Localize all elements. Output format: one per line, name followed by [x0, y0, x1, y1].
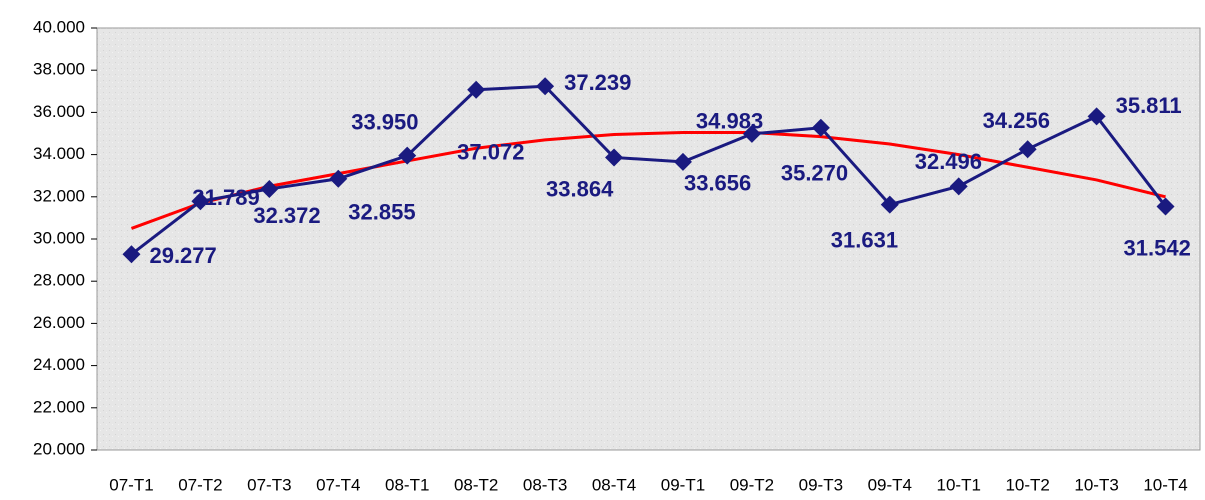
marker: [811, 118, 830, 137]
x-tick-label: 09-T3: [799, 475, 843, 494]
x-tick-label: 08-T4: [592, 475, 636, 494]
marker: [122, 245, 141, 264]
x-tick-label: 08-T3: [523, 475, 567, 494]
x-tick-label: 08-T2: [454, 475, 498, 494]
value-label: 35.811: [1116, 93, 1182, 118]
value-label: 31.542: [1124, 235, 1191, 260]
y-tick-label: 28.000: [33, 271, 85, 290]
marker: [1018, 140, 1037, 159]
trend-line: [130, 130, 1166, 230]
x-tick-label: 10-T4: [1143, 475, 1187, 494]
x-tick-label: 08-T1: [385, 475, 429, 494]
value-label: 37.072: [457, 140, 524, 165]
y-tick-label: 20.000: [33, 439, 85, 458]
marker: [329, 169, 348, 188]
value-label: 32.855: [348, 200, 415, 225]
y-tick-label: 40.000: [33, 17, 85, 36]
marker: [536, 77, 555, 96]
marker: [673, 152, 692, 171]
plot-area: [96, 27, 1201, 451]
value-label: 35.270: [781, 161, 848, 186]
marker: [605, 148, 624, 167]
value-label: 31.631: [831, 227, 898, 252]
value-label: 33.656: [684, 171, 751, 196]
y-tick-label: 22.000: [33, 397, 85, 416]
value-label: 34.256: [983, 108, 1050, 133]
y-tick-label: 34.000: [33, 144, 85, 163]
x-tick-label: 07-T3: [247, 475, 291, 494]
value-label: 29.277: [149, 243, 216, 268]
value-label: 33.864: [546, 176, 614, 201]
marker: [467, 80, 486, 99]
marker: [880, 195, 899, 214]
y-tick-label: 30.000: [33, 228, 85, 247]
y-tick-label: 24.000: [33, 355, 85, 374]
x-tick-label: 07-T2: [178, 475, 222, 494]
y-tick-label: 38.000: [33, 60, 85, 79]
x-tick-label: 07-T1: [109, 475, 153, 494]
value-label: 33.950: [351, 109, 418, 134]
marker: [949, 177, 968, 196]
x-tick-label: 09-T4: [868, 475, 912, 494]
value-label: 31.789: [192, 185, 259, 210]
value-label: 32.372: [253, 203, 320, 228]
marker: [191, 192, 210, 211]
x-tick-label: 10-T3: [1074, 475, 1118, 494]
value-label: 37.239: [564, 70, 631, 95]
marker: [1156, 197, 1175, 216]
marker: [260, 179, 279, 198]
y-tick-label: 36.000: [33, 102, 85, 121]
marker: [1087, 107, 1106, 126]
marker: [742, 124, 761, 143]
y-tick-label: 32.000: [33, 186, 85, 205]
x-tick-label: 07-T4: [316, 475, 360, 494]
value-label: 34.983: [696, 109, 763, 134]
series-line: [130, 84, 1167, 256]
x-tick-label: 10-T2: [1005, 475, 1049, 494]
x-tick-label: 09-T2: [730, 475, 774, 494]
x-tick-label: 09-T1: [661, 475, 705, 494]
value-label: 32.496: [915, 149, 982, 174]
y-tick-label: 26.000: [33, 313, 85, 332]
x-tick-label: 10-T1: [937, 475, 981, 494]
marker: [398, 146, 417, 165]
